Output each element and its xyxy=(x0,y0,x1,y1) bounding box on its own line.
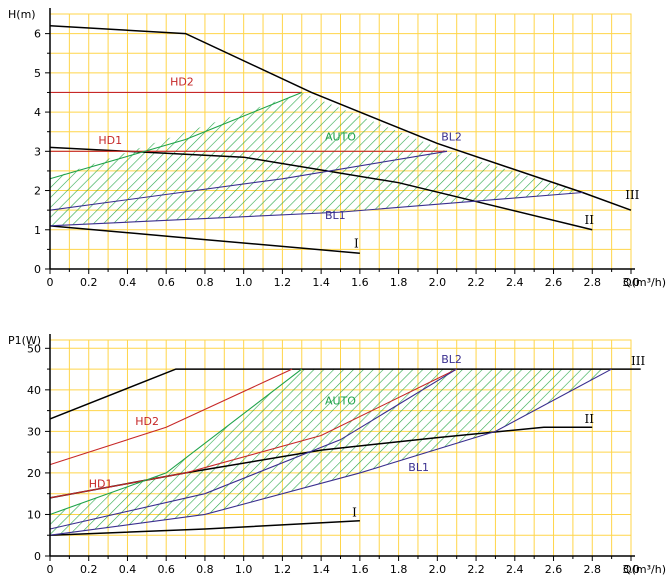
power-x-tick-label: 1.2 xyxy=(274,563,292,576)
power-x-tick-label: 2.8 xyxy=(584,563,602,576)
power-x-tick-label: 2.4 xyxy=(506,563,524,576)
head-y-tick-label: 2 xyxy=(34,185,41,198)
power-curve-iii xyxy=(49,368,641,420)
power-label-i: I xyxy=(352,506,357,520)
power-x-tick-label: 1.0 xyxy=(235,563,253,576)
head-y-tick-label: 6 xyxy=(34,28,41,41)
power-label-bl1: BL1 xyxy=(408,461,429,474)
power-x-tick-label: 2.6 xyxy=(545,563,563,576)
head-x-tick-label: 1.6 xyxy=(351,276,369,289)
head-y-tick-label: 4 xyxy=(34,106,41,119)
power-y-tick-label: 30 xyxy=(27,425,41,438)
power-label-bl2: BL2 xyxy=(441,353,462,366)
head-y-tick-label: 3 xyxy=(34,145,41,158)
power-curve-bl2 xyxy=(49,368,457,530)
power-x-tick-label: 1.8 xyxy=(390,563,408,576)
power-y-tick-label: 50 xyxy=(27,342,41,355)
head-label-hd2: HD2 xyxy=(170,75,194,88)
power-chart: 0 0.2 0.4 0.6 0.8 1.0 1.2 1.4 1.6 1.8 2.0 2.2 2.4 2.6… xyxy=(8,334,666,576)
head-y-tick-label: 5 xyxy=(34,67,41,80)
head-label-i: I xyxy=(354,236,359,250)
power-label-ii: II xyxy=(585,412,595,426)
head-x-tick-label: 3.0 xyxy=(622,276,640,289)
power-x-tick-label: 0.8 xyxy=(196,563,214,576)
power-y-tick-label: 40 xyxy=(27,384,41,397)
head-label-iii: III xyxy=(625,188,639,202)
power-curve-hd1 xyxy=(49,368,457,499)
power-curve-hd2 xyxy=(49,368,293,466)
power-curve-auto xyxy=(49,368,303,515)
head-x-tick-label: 1.2 xyxy=(274,276,292,289)
power-x-tick-label: 0.6 xyxy=(157,563,175,576)
head-label-bl2: BL2 xyxy=(441,130,462,143)
head-x-tick-label: 2.2 xyxy=(467,276,485,289)
power-x-tick-label: 3.0 xyxy=(622,563,640,576)
power-x-tick-label: 0.4 xyxy=(119,563,137,576)
power-y-tick-label: 0 xyxy=(34,550,41,563)
power-x-tick-label: 1.6 xyxy=(351,563,369,576)
head-curve-bl2 xyxy=(49,150,448,211)
head-chart: 0 0.2 0.4 0.6 0.8 1.0 1.2 1.4 1.6 1.8 2.0 2.2 2.4 2.6… xyxy=(8,8,666,289)
head-curve-i xyxy=(49,225,360,255)
power-y-tick-label: 20 xyxy=(27,467,41,480)
power-curve-bl1 xyxy=(49,368,612,536)
head-label-auto: AUTO xyxy=(325,130,356,143)
power-x-tick-label: 0 xyxy=(47,563,54,576)
power-x-tick-label: 1.4 xyxy=(312,563,330,576)
head-x-tick-label: 1.0 xyxy=(235,276,253,289)
power-label-hd2: HD2 xyxy=(135,415,159,428)
head-y-axis-title: H(m) xyxy=(8,8,36,21)
head-x-tick-label: 0.8 xyxy=(196,276,214,289)
head-curve-ii xyxy=(49,146,593,231)
power-label-auto: AUTO xyxy=(325,394,356,407)
head-x-tick-label: 0.4 xyxy=(119,276,137,289)
power-y-tick-label: 10 xyxy=(27,508,41,521)
head-x-tick-label: 2.0 xyxy=(429,276,447,289)
head-curve-bl1 xyxy=(49,191,583,227)
power-label-hd1: HD1 xyxy=(89,477,113,490)
head-x-tick-label: 2.8 xyxy=(584,276,602,289)
head-x-tick-label: 2.6 xyxy=(545,276,563,289)
head-curve-auto xyxy=(49,91,302,180)
head-x-tick-label: 0.6 xyxy=(157,276,175,289)
head-x-tick-label: 0 xyxy=(47,276,54,289)
power-label-iii: III xyxy=(631,354,645,368)
head-label-hd1: HD1 xyxy=(98,134,122,147)
head-label-ii: II xyxy=(585,213,595,227)
power-x-tick-label: 2.2 xyxy=(467,563,485,576)
power-curve-i xyxy=(49,519,360,536)
head-x-tick-label: 1.8 xyxy=(390,276,408,289)
head-x-tick-label: 0.2 xyxy=(80,276,98,289)
power-auto-range-hatch xyxy=(50,369,612,536)
power-y-axis-title: P1(W) xyxy=(8,334,41,347)
head-x-tick-label: 2.4 xyxy=(506,276,524,289)
head-x-axis-title: Q(m³/h) xyxy=(623,276,666,289)
power-x-tick-label: 0.2 xyxy=(80,563,98,576)
power-x-tick-label: 2.0 xyxy=(429,563,447,576)
head-y-tick-label: 1 xyxy=(34,224,41,237)
head-y-tick-label: 0 xyxy=(34,263,41,276)
head-label-bl1: BL1 xyxy=(325,209,346,222)
head-curve-iii xyxy=(49,25,632,211)
power-x-axis-title: Q(m³/h) xyxy=(623,563,666,576)
head-x-tick-label: 1.4 xyxy=(312,276,330,289)
